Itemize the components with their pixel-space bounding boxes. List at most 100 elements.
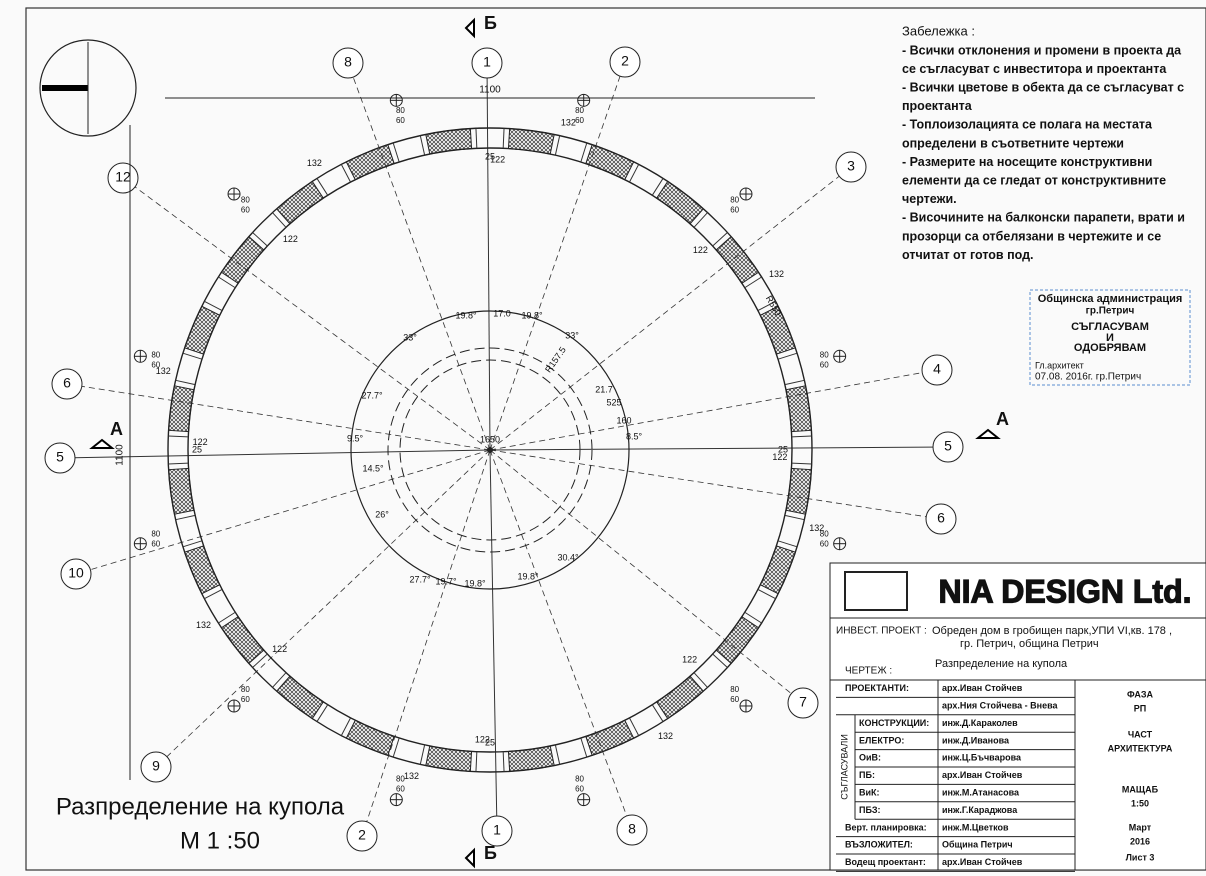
angle-label: 33° [403,332,417,342]
axis-label: 3 [847,158,855,174]
inner-length: 525 [606,397,621,407]
right-cell: МАЩАБ [1122,784,1159,794]
role: ЕЛЕКТРО: [859,735,904,745]
right-cell: Март [1129,822,1152,832]
section-a: А [110,419,123,439]
sill-label: 60 [151,540,160,549]
center-dot [487,447,493,453]
angle-label: 14.5° [362,463,384,473]
sill-label: 80 [241,195,250,204]
note-line: прозорци са отбелязани в чертежите и се [902,229,1161,243]
sill-label: 60 [151,361,160,370]
role: КОНСТРУКЦИИ: [859,718,929,728]
angle-label: 26° [375,509,389,519]
right-cell: ФАЗА [1127,689,1154,699]
window-outer-label: 132 [561,118,576,128]
angle-label: 9.5° [347,433,364,443]
project-line: гр. Петрич, община Петрич [960,638,1099,650]
sill-label: 60 [575,784,584,793]
pier-label: 25 [485,151,495,161]
axis-label: 8 [344,54,352,70]
angle-label: 33° [565,330,579,340]
stamp-architect: Гл.архитект [1035,360,1084,370]
drawing-scale: М 1 :50 [180,827,260,854]
stamp-line: ОДОБРЯВАМ [1074,342,1146,354]
sill-label: 60 [730,695,739,704]
axis-label: 1 [483,54,491,70]
axis-label: 5 [56,449,64,465]
sill-label: 60 [396,116,405,125]
agreed-label: СЪГЛАСУВАЛИ [839,734,849,800]
axis-label: 1 [493,822,501,838]
window-outer-label: 132 [196,620,211,630]
role: ОиВ: [859,753,881,763]
span-horizontal: 1100 [479,85,501,96]
sill-label: 60 [396,784,405,793]
person: инж.М.Цветков [942,822,1009,832]
sill-label: 60 [241,695,250,704]
axis-label: 5 [944,438,952,454]
right-cell: Лист 3 [1126,852,1155,862]
angle-label: 19.8° [464,578,486,588]
section-b: Б [484,843,497,863]
sill-label: 60 [575,116,584,125]
right-cell: 2016 [1130,836,1150,846]
angle-label: 17.0 [493,308,511,318]
role: Водещ проектант: [845,857,926,867]
person: арх.Иван Стойчев [942,770,1023,780]
sill-label: 80 [575,106,584,115]
person: арх.Иван Стойчев [942,857,1023,867]
window-outer-label: 132 [307,158,322,168]
sill-label: 80 [151,530,160,539]
right-cell: 1:50 [1131,798,1149,808]
note-line: се съгласуват с инвеститора и проектанта [902,62,1167,76]
axis-label: 12 [115,169,131,185]
person: Община Петрич [942,840,1013,850]
drawing-sheet: 1234567812910561281321222580601321228060… [0,0,1206,876]
person: инж.Д.Иванова [942,735,1010,745]
axis-label: 8 [628,821,636,837]
stamp-date: 07.08. 2016г. гр.Петрич [1035,372,1141,383]
drawing-label: ЧЕРТЕЖ : [845,666,892,677]
sill-label: 80 [575,774,584,783]
right-cell: ЧАСТ [1128,729,1153,739]
note-line: - Височините на балконски парапети, врат… [902,211,1185,225]
note-line: елементи да се гледат от конструктивните [902,173,1166,187]
axis-label: 7 [799,694,807,710]
note-line: отчитат от готов под. [902,248,1034,262]
sill-label: 60 [820,540,829,549]
window-inner-label: 122 [272,644,287,654]
span-vertical: 1100 [115,444,126,466]
pier-label: 25 [778,444,788,454]
window-outer-label: 132 [658,731,673,741]
axis-label: 6 [63,375,71,391]
project-line: Обреден дом в гробищен парк,УПИ VI,кв. 1… [932,625,1172,637]
angle-label: 21.7 [595,384,613,394]
note-line: чертежи. [902,192,957,206]
angle-label: 27.7° [361,390,383,400]
sill-label: 80 [396,106,405,115]
sill-label: 60 [241,205,250,214]
sill-label: 80 [820,351,829,360]
title-block: NIA DESIGN Ltd.ИНВЕСТ. ПРОЕКТ :Обреден д… [830,563,1206,871]
person: инж.М.Атанасова [942,787,1020,797]
drawing-name: Разпределение на купола [935,658,1068,670]
angle-label: 27.7° [409,574,431,584]
angle-label: 19.8° [455,310,477,320]
pier-label: 25 [192,444,202,454]
sill-label: 60 [820,361,829,370]
person: арх.Иван Стойчев [942,683,1023,693]
window-inner-label: 122 [693,245,708,255]
sill-label: 60 [730,205,739,214]
person: арх.Ния Стойчева - Внева [942,700,1058,710]
axis-label: 6 [937,510,945,526]
window-outer-label: 132 [404,771,419,781]
sill-label: 80 [151,351,160,360]
section-b: Б [484,13,497,33]
window-inner-label: 122 [682,655,697,665]
axis-label: 10 [68,565,84,581]
note-line: проектанта [902,99,973,113]
pier-label: 25 [485,737,495,747]
axis-label: 9 [152,758,160,774]
notes-heading: Забележка : [902,23,975,38]
